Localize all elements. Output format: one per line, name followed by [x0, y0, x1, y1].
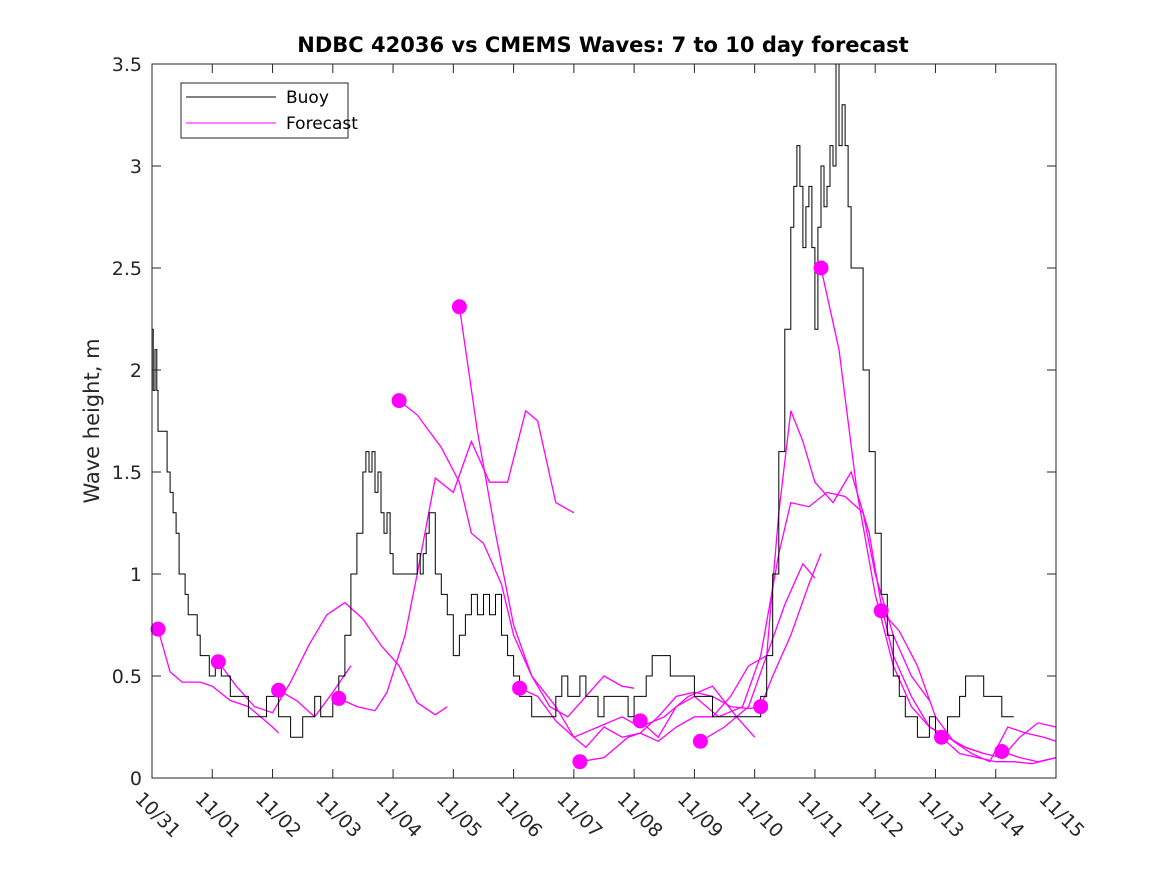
- forecast-start-marker: [331, 690, 347, 706]
- legend-box: [180, 82, 349, 139]
- forecast-line: [458, 306, 635, 718]
- y-tick-label: 1.5: [112, 462, 142, 484]
- plot-area: 10/31 11/01 11/02 11/03 11/04 11/05 11/06 11/07…: [112, 54, 1089, 842]
- forecast-start-marker: [692, 733, 708, 749]
- forecast-start-marker: [632, 713, 648, 729]
- forecast-line: [217, 601, 448, 716]
- forecast-start-marker: [572, 754, 588, 770]
- y-tick-label: 3.5: [112, 54, 142, 76]
- forecast-start-marker: [753, 699, 769, 715]
- forecast-start-marker: [934, 729, 949, 745]
- forecast-start-marker: [210, 654, 226, 670]
- y-tick-label: 3: [130, 156, 142, 178]
- forecast-start-marker: [994, 744, 1010, 759]
- legend: Buoy Forecast: [180, 82, 358, 139]
- forecast-line: [760, 553, 822, 707]
- forecast-line: [157, 628, 280, 734]
- forecast-start-marker: [451, 299, 467, 315]
- forecast-start-marker: [150, 621, 166, 637]
- chart-title: NDBC 42036 vs CMEMS Waves: 7 to 10 day f…: [297, 33, 908, 57]
- y-tick-label: 0: [130, 768, 142, 790]
- forecast-line: [1001, 750, 1057, 763]
- buoy-line: [152, 63, 1014, 738]
- legend-forecast-label: Forecast: [286, 114, 358, 134]
- forecast-line: [941, 736, 1057, 765]
- plot-frame: [151, 63, 1057, 779]
- y-tick-label: 2.5: [112, 258, 142, 280]
- forecast-start-marker: [873, 603, 889, 619]
- forecast-line: [880, 610, 1057, 763]
- forecast-start-marker: [813, 260, 829, 276]
- forecast-start-marker: [391, 393, 407, 409]
- forecast-start-marker: [512, 680, 528, 696]
- forecast-line: [579, 562, 816, 763]
- y-tick-label: 2: [130, 360, 142, 382]
- legend-buoy-label: Buoy: [286, 88, 329, 108]
- forecast-line: [338, 409, 575, 712]
- forecast-markers: [150, 260, 1010, 770]
- y-axis: 0 0.5 1 1.5 2 2.5 3 3.5: [112, 54, 1056, 790]
- y-tick-label: 0.5: [112, 666, 142, 688]
- forecast-lines: [157, 267, 1057, 765]
- buoy-line-group: [152, 63, 1014, 738]
- plot-background: [152, 64, 1056, 778]
- forecast-start-marker: [271, 682, 287, 698]
- y-axis-label: Wave height, m: [80, 338, 104, 503]
- y-tick-label: 1: [130, 564, 142, 586]
